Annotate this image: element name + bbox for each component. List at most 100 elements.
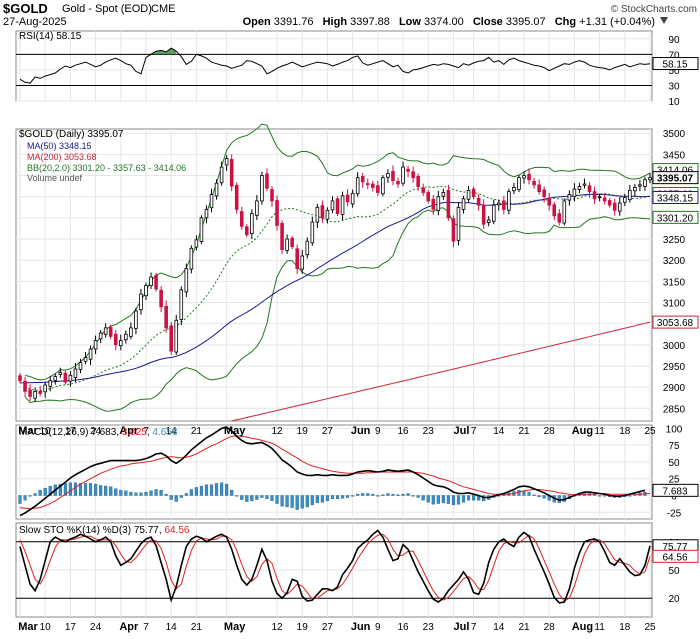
candle-body <box>234 184 239 210</box>
macd-histogram-bar <box>139 492 143 496</box>
macd-histogram-bar <box>250 495 254 502</box>
candle-body <box>214 182 219 197</box>
candle-body <box>355 177 360 195</box>
macd-histogram-bar <box>290 495 294 508</box>
macd-histogram-bar <box>320 495 324 503</box>
price-y-tick-label: 2900 <box>663 383 686 394</box>
rsi-value-tag: 58.15 <box>652 57 699 71</box>
low-value: 3374.00 <box>424 16 464 28</box>
macd-histogram-bar <box>300 495 304 509</box>
symbol: $GOLD <box>3 1 48 16</box>
macd-histogram-bar <box>184 493 188 496</box>
x-axis-label: 21 <box>518 622 530 633</box>
macd-line <box>19 426 646 517</box>
x-axis-label: 17 <box>65 622 77 633</box>
macd-histogram-bar <box>104 485 108 496</box>
macd-histogram-bar <box>431 495 435 505</box>
candle-body <box>623 197 627 203</box>
rsi-y-tick-label: 10 <box>668 97 680 108</box>
rsi-y-tick-label: 30 <box>668 81 680 92</box>
x-axis-label: 16 <box>397 622 409 633</box>
candle-body <box>199 217 204 242</box>
x-axis-label: 25 <box>644 622 656 633</box>
macd-legend-signal: 3.025 <box>122 427 147 438</box>
x-axis-label: 11 <box>594 622 605 633</box>
macd-histogram-bar <box>63 483 67 496</box>
candle-body <box>164 305 168 329</box>
candle-body <box>486 219 491 223</box>
candle-body <box>451 218 456 242</box>
candle-body <box>365 183 370 185</box>
macd-histogram-bar <box>406 493 410 496</box>
macd-histogram-bar <box>99 485 103 496</box>
x-axis-label: 21 <box>518 426 530 437</box>
sto-y-tick-label: 20 <box>668 594 680 605</box>
candle-body <box>522 175 526 179</box>
x-axis-label: 11 <box>594 426 605 437</box>
candle-body <box>250 213 254 234</box>
candle-body <box>48 380 53 387</box>
macd-histogram-bar <box>240 495 244 500</box>
macd-histogram-bar <box>18 495 22 504</box>
candle-body <box>391 170 395 182</box>
x-axis-label: 16 <box>397 426 409 437</box>
macd-histogram-bar <box>401 493 405 496</box>
candle-body <box>612 202 617 211</box>
macd-histogram-bar <box>335 495 340 500</box>
macd-histogram-bar <box>361 493 365 496</box>
candle-body <box>119 340 123 347</box>
macd-histogram-bar <box>270 495 274 502</box>
macd-histogram-bar <box>436 495 440 504</box>
x-axis-label: 10 <box>40 426 52 437</box>
candle-body <box>295 248 299 270</box>
candle-body <box>335 198 340 215</box>
sto-d-tag: 64.56 <box>652 549 699 563</box>
candle-body <box>320 205 325 219</box>
macd-histogram-bar <box>502 494 506 496</box>
candle-body <box>129 327 133 337</box>
macd-y-tick-label: 50 <box>668 458 680 469</box>
open-value: 3391.76 <box>274 16 314 28</box>
chg-value: +1.31 (+0.04%) <box>579 16 655 28</box>
candle-body <box>562 200 567 224</box>
x-axis-label: 9 <box>375 622 381 633</box>
candle-body <box>144 285 148 297</box>
macd-histogram-bar <box>391 493 395 496</box>
candle-body <box>154 275 158 290</box>
macd-histogram-bar <box>109 486 113 496</box>
macd-histogram-bar <box>114 488 118 496</box>
sto-legend-d: 64.56 <box>164 525 189 536</box>
x-axis-label: 9 <box>375 426 381 437</box>
candle-body <box>552 204 557 217</box>
candle-body <box>426 192 431 202</box>
price-tag-bb-box <box>652 210 699 224</box>
macd-histogram-bar <box>124 490 128 496</box>
macd-y-tick-label: -25 <box>667 508 682 519</box>
candle-body <box>567 194 572 201</box>
candle-body <box>33 390 37 399</box>
candle-body <box>134 310 138 329</box>
price-tag-ma200-text: 3053.68 <box>657 318 694 329</box>
macd-histogram-bar <box>366 493 370 496</box>
x-axis-label: 21 <box>191 622 203 633</box>
macd-histogram-bar <box>411 495 415 497</box>
x-axis-label: Apr <box>119 621 139 633</box>
price-legend: $GOLD (Daily) 3395.07 <box>19 129 124 140</box>
bb-lower-line <box>24 207 651 412</box>
x-axis-label: 23 <box>423 622 435 633</box>
candle-body <box>23 380 27 392</box>
high-value: 3397.88 <box>350 16 390 28</box>
macd-value-tag-text: 7.683 <box>662 486 687 497</box>
candle-body <box>179 289 184 320</box>
candle-body <box>497 202 501 206</box>
macd-histogram-bar <box>527 491 531 496</box>
candle-body <box>466 189 471 200</box>
candle-body <box>648 177 652 181</box>
candle-body <box>18 375 22 382</box>
candle-body <box>643 179 647 187</box>
x-axis-label: 18 <box>619 426 631 437</box>
macd-histogram-bar <box>119 489 123 496</box>
macd-histogram-bar <box>73 482 78 496</box>
candle-body <box>83 357 88 362</box>
macd-legend-main: MACD(12,26,9) 7.683, <box>19 427 122 438</box>
